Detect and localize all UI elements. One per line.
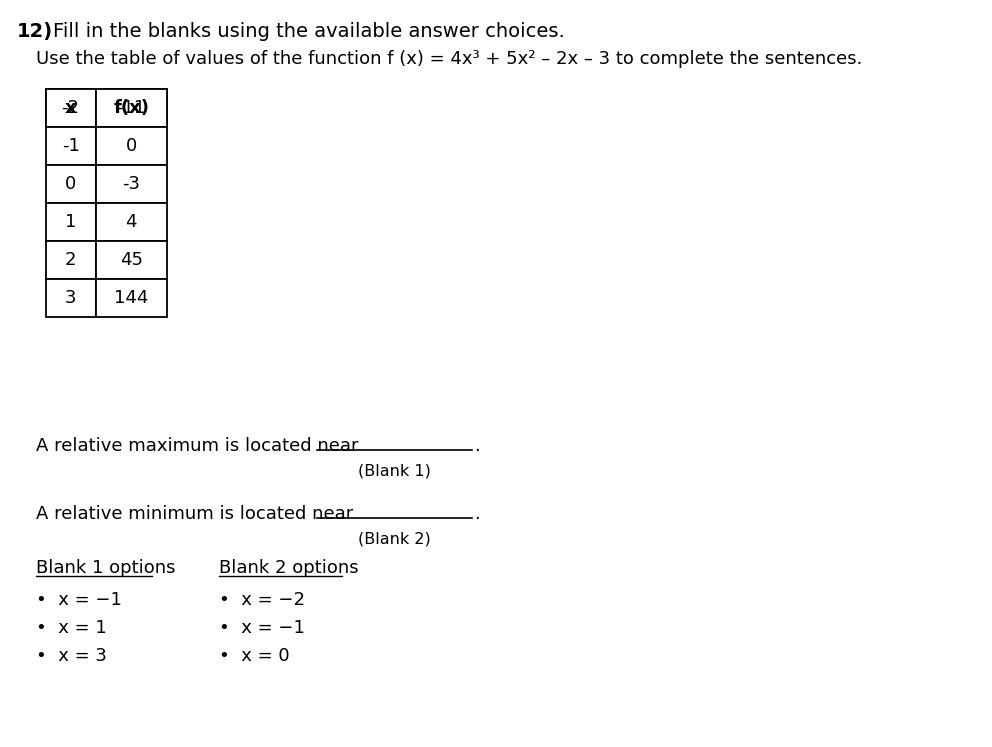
Text: 144: 144	[114, 289, 149, 307]
Bar	[46, 127, 95, 165]
Text: -3: -3	[122, 175, 140, 193]
Text: (Blank 2): (Blank 2)	[358, 531, 431, 546]
Text: x: x	[64, 99, 76, 117]
Text: .: .	[474, 437, 480, 455]
Text: Use the table of values of the function f (x) = 4x³ + 5x² – 2x – 3 to complete t: Use the table of values of the function …	[37, 50, 863, 68]
Text: -2: -2	[62, 99, 79, 117]
Bar	[46, 165, 95, 203]
Bar	[95, 89, 167, 127]
Bar	[46, 241, 95, 279]
Text: Fill in the blanks using the available answer choices.: Fill in the blanks using the available a…	[53, 22, 564, 41]
Text: (Blank 1): (Blank 1)	[358, 463, 431, 478]
Text: A relative minimum is located near: A relative minimum is located near	[37, 505, 354, 523]
Text: 0: 0	[64, 175, 76, 193]
Text: 12): 12)	[17, 22, 53, 41]
Bar	[95, 127, 167, 165]
Text: 1: 1	[64, 213, 76, 231]
Text: •  x = −1: • x = −1	[218, 619, 305, 637]
Bar	[95, 203, 167, 241]
Text: Blank 1 options: Blank 1 options	[37, 559, 176, 577]
Bar	[46, 203, 95, 241]
Bar	[46, 279, 95, 317]
Text: 3: 3	[64, 289, 76, 307]
Text: •  x = −2: • x = −2	[218, 591, 305, 609]
Text: •  x = −1: • x = −1	[37, 591, 122, 609]
Text: A relative maximum is located near: A relative maximum is located near	[37, 437, 359, 455]
Text: -1: -1	[62, 137, 79, 155]
Text: 0: 0	[126, 137, 137, 155]
Bar	[46, 89, 95, 127]
Text: 45: 45	[120, 251, 143, 269]
Text: •  x = 0: • x = 0	[218, 647, 290, 665]
Text: -11: -11	[116, 99, 146, 117]
Text: •  x = 3: • x = 3	[37, 647, 107, 665]
Bar	[46, 89, 95, 127]
Text: 2: 2	[64, 251, 76, 269]
Text: •  x = 1: • x = 1	[37, 619, 107, 637]
Bar	[95, 279, 167, 317]
Text: .: .	[474, 505, 480, 523]
Bar	[95, 165, 167, 203]
Text: 4: 4	[125, 213, 137, 231]
Bar	[95, 241, 167, 279]
Bar	[95, 89, 167, 127]
Text: f(x): f(x)	[113, 99, 149, 117]
Text: Blank 2 options: Blank 2 options	[218, 559, 358, 577]
